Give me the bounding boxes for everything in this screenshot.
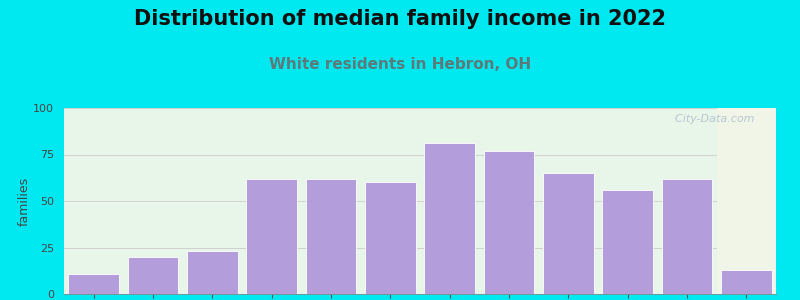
Bar	[187, 251, 238, 294]
Text: White residents in Hebron, OH: White residents in Hebron, OH	[269, 57, 531, 72]
Bar	[602, 190, 653, 294]
Bar	[721, 270, 771, 294]
Bar	[69, 274, 119, 294]
Y-axis label: families: families	[18, 176, 30, 226]
Bar	[425, 143, 475, 294]
Bar	[662, 179, 712, 294]
Bar	[484, 151, 534, 294]
Bar	[717, 99, 800, 300]
Text: City-Data.com: City-Data.com	[668, 114, 754, 124]
Bar	[128, 257, 178, 294]
Bar	[246, 179, 297, 294]
Bar	[365, 182, 415, 294]
Text: Distribution of median family income in 2022: Distribution of median family income in …	[134, 9, 666, 29]
Bar	[543, 173, 594, 294]
Bar	[306, 179, 356, 294]
